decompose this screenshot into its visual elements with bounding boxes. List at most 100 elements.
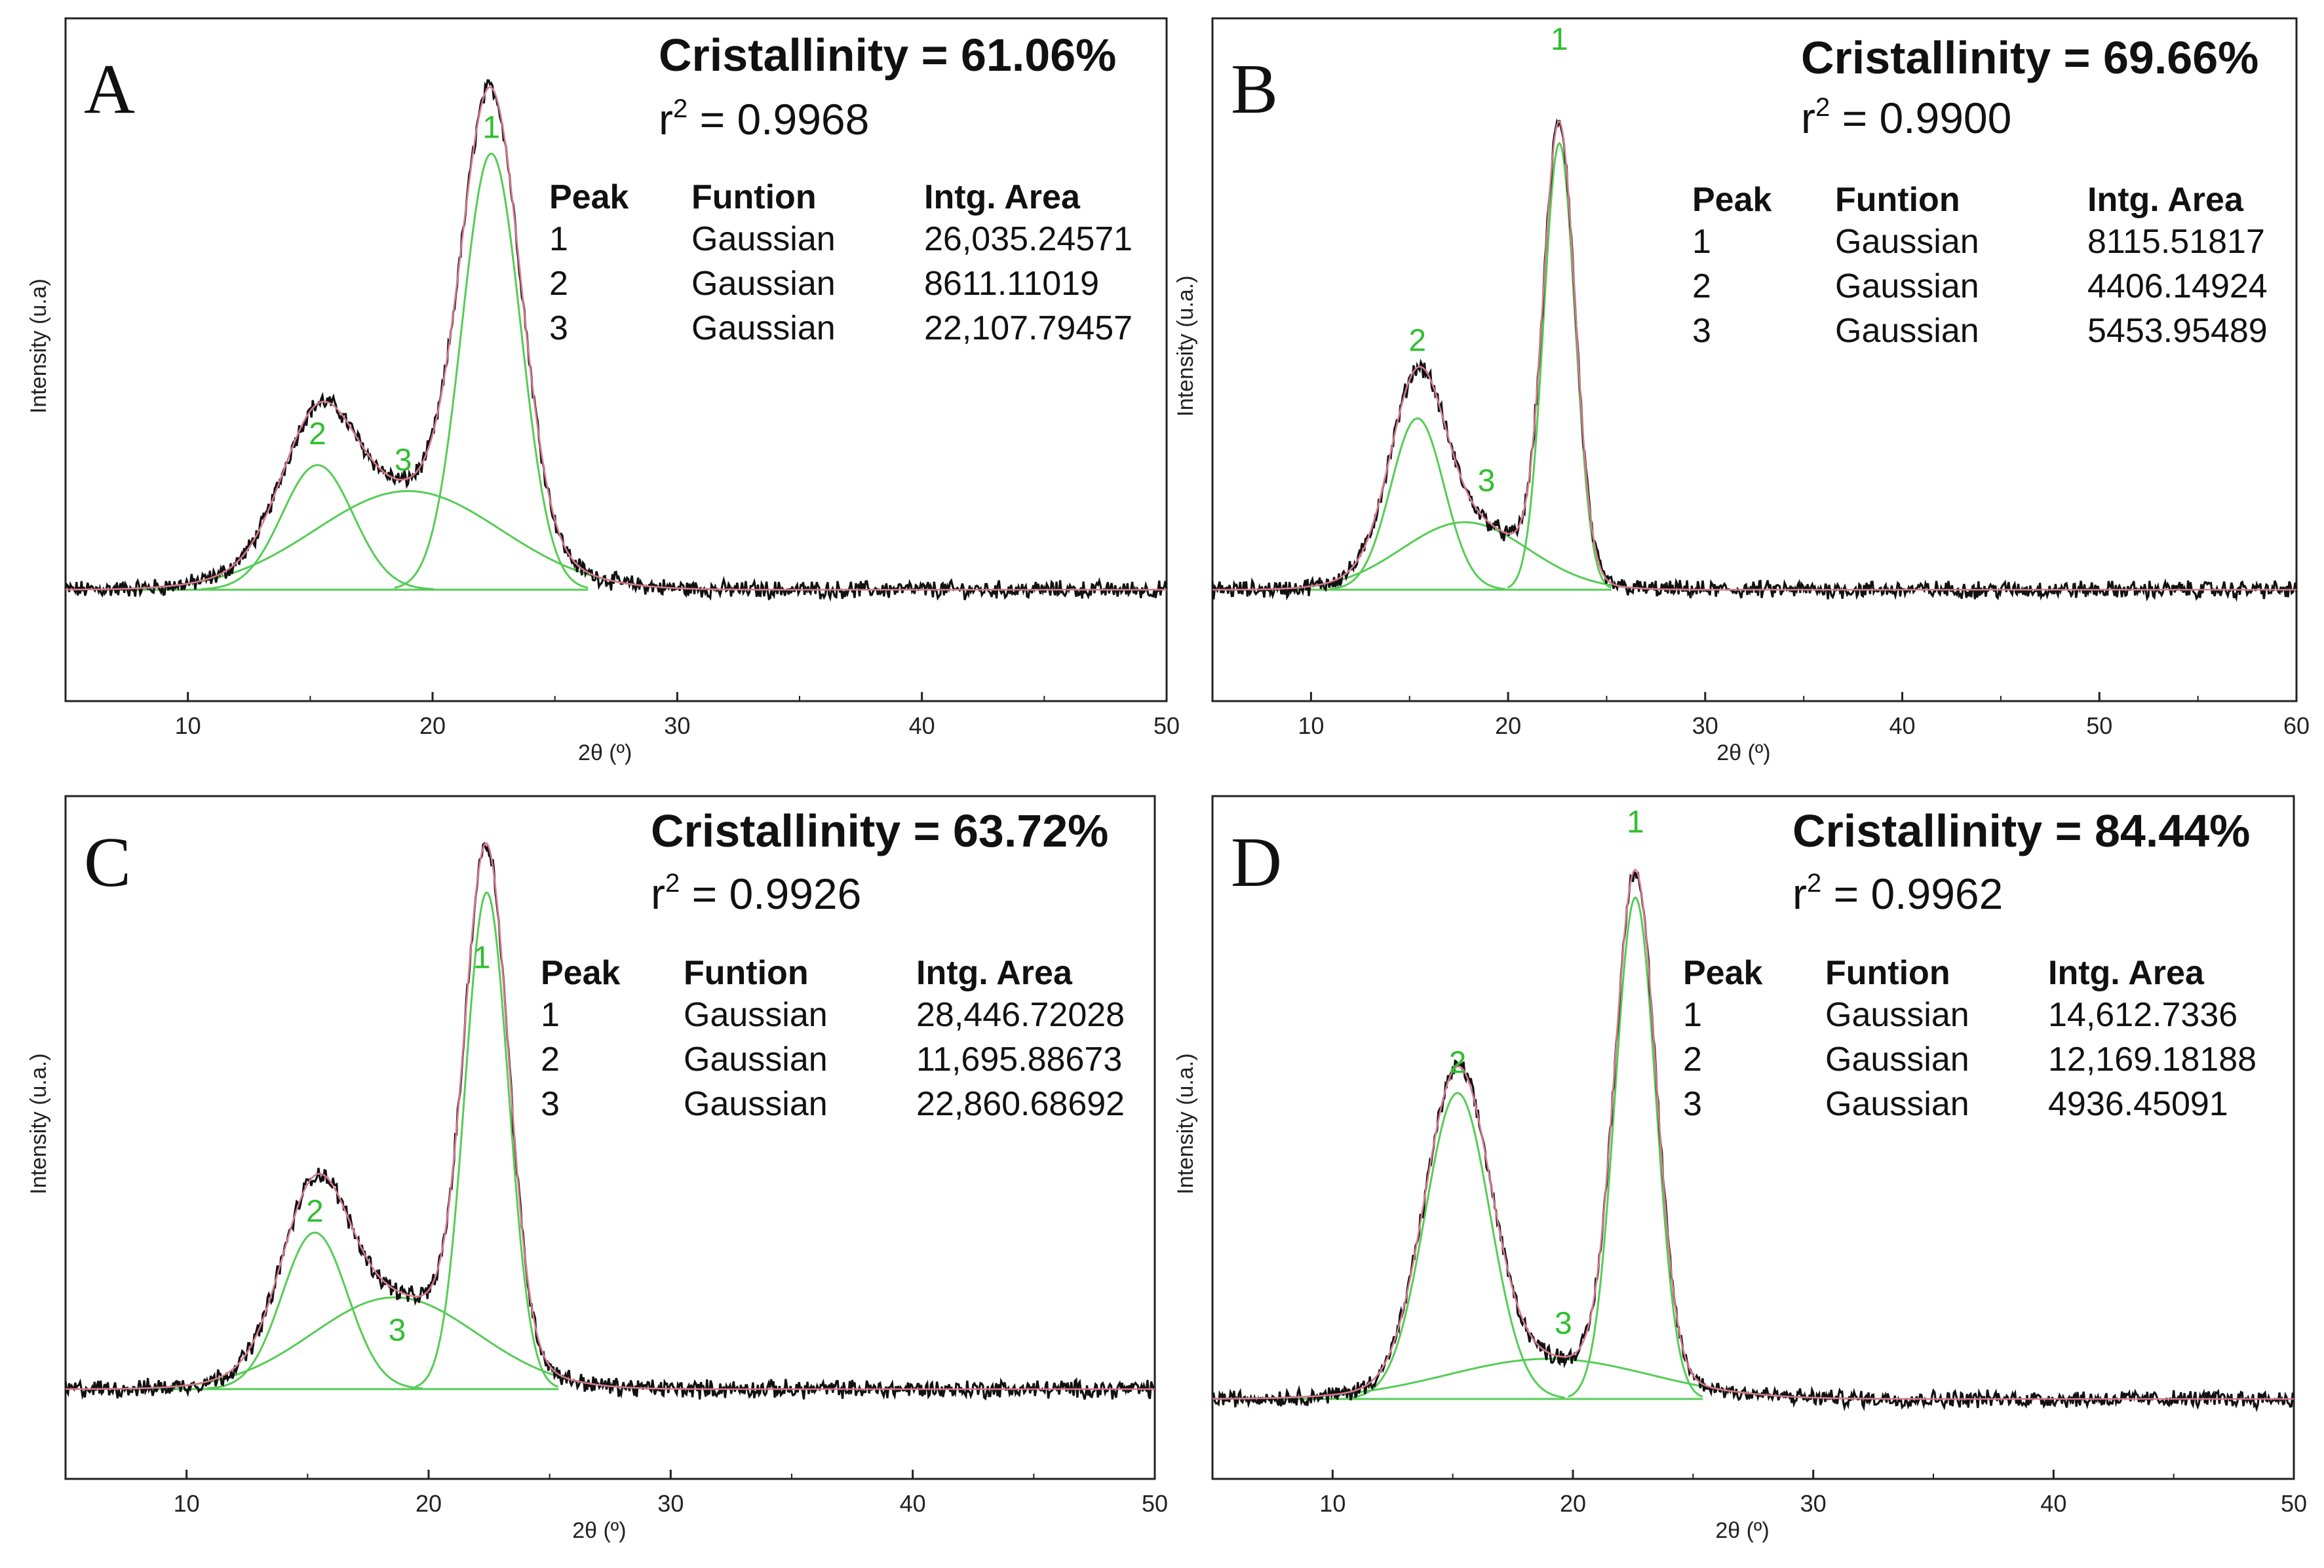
peak-label-1: 1 [482, 111, 500, 145]
table-cell: 11,695.88673 [916, 1041, 1122, 1079]
x-axis-label: 2θ (º) [1716, 740, 1770, 765]
table-cell: Gaussian [684, 1041, 828, 1079]
x-tick-label: 20 [416, 1490, 442, 1517]
plot-frame [1211, 795, 2295, 1480]
table-cell: 3 [1683, 1085, 1702, 1123]
component-peak-1 [1507, 142, 1612, 589]
table-cell: Gaussian [684, 996, 828, 1034]
table-header: Funtion [691, 178, 817, 216]
table-cell: Gaussian [1825, 1041, 1969, 1079]
table-cell: 12,169.18188 [2048, 1041, 2256, 1079]
x-tick-label: 10 [1319, 1490, 1346, 1517]
table-cell: 3 [541, 1085, 560, 1123]
panel-letter: C [84, 824, 131, 902]
table-header: Peak [541, 954, 621, 992]
table-cell: 2 [1683, 1041, 1702, 1079]
table-cell: 1 [1692, 223, 1711, 261]
component-peak-1 [415, 891, 559, 1388]
table-cell: 14,612.7336 [2048, 996, 2237, 1034]
x-tick-label: 50 [2086, 712, 2112, 739]
plot-frame [1211, 17, 2298, 702]
panel-letter: B [1231, 50, 1278, 128]
table-header: Intg. Area [2087, 181, 2244, 219]
table-cell: Gaussian [1835, 312, 1979, 350]
fitted-curve [1212, 868, 2294, 1400]
x-tick-label: 50 [1153, 712, 1180, 739]
x-tick-label: 10 [1298, 712, 1324, 739]
y-axis-label: Intensity (u.a) [26, 278, 51, 413]
table-header: Intg. Area [916, 954, 1073, 992]
x-tick-label: 50 [2281, 1490, 2307, 1517]
table-cell: Gaussian [1835, 267, 1979, 305]
component-peak-3 [102, 489, 714, 590]
table-cell: 22,107.79457 [924, 309, 1133, 347]
peak-label-3: 3 [389, 1313, 406, 1348]
plot-frame [64, 795, 1156, 1480]
component-peak-2 [206, 1231, 423, 1390]
x-tick-label: 40 [909, 712, 935, 739]
fitted-curve [66, 842, 1155, 1390]
peak-label-1: 1 [1627, 805, 1644, 839]
x-tick-label: 20 [1495, 712, 1521, 739]
table-cell: 1 [1683, 996, 1702, 1034]
peak-label-3: 3 [1478, 463, 1496, 498]
table-cell: 2 [541, 1041, 560, 1079]
x-tick-label: 40 [1889, 712, 1916, 739]
table-cell: 26,035.24571 [924, 220, 1133, 258]
fitted-curve [66, 86, 1167, 591]
r-squared: r2 = 0.9900 [1801, 93, 2011, 142]
observed-pattern [1212, 870, 2295, 1413]
table-cell: Gaussian [1835, 223, 1979, 261]
crystallinity-title: Cristallinity = 69.66% [1801, 32, 2258, 83]
table-cell: 22,860.68692 [916, 1085, 1125, 1123]
table-header: Funtion [684, 954, 809, 992]
table-cell: 1 [541, 996, 560, 1034]
x-tick-label: 50 [1142, 1490, 1168, 1517]
peak-label-2: 2 [306, 1195, 324, 1229]
table-header: Peak [1692, 181, 1772, 219]
fitted-curve [1212, 120, 2296, 591]
plot-frame [64, 17, 1168, 702]
table-header: Intg. Area [2048, 954, 2205, 992]
component-peak-1 [394, 152, 589, 589]
table-cell: 8611.11019 [924, 265, 1099, 303]
table-cell: 4406.14924 [2087, 267, 2268, 305]
observed-pattern [1211, 118, 2298, 602]
r-squared: r2 = 0.9962 [1792, 869, 2003, 918]
component-peak-2 [1350, 1092, 1565, 1399]
crystallinity-title: Cristallinity = 84.44% [1792, 805, 2250, 856]
crystallinity-title: Cristallinity = 61.06% [659, 29, 1116, 81]
y-axis-label: Intensity (u.a.) [1173, 1053, 1198, 1194]
table-cell: Gaussian [691, 309, 836, 347]
r-squared: r2 = 0.9968 [659, 94, 869, 143]
peak-label-1: 1 [1551, 22, 1568, 57]
table-cell: 4936.45091 [2048, 1085, 2228, 1123]
x-tick-label: 30 [657, 1490, 684, 1517]
x-tick-label: 30 [1800, 1490, 1827, 1517]
peak-label-1: 1 [473, 940, 491, 975]
table-cell: 3 [549, 309, 568, 347]
peak-label-3: 3 [395, 443, 412, 478]
table-header: Peak [1683, 954, 1763, 992]
peak-label-3: 3 [1555, 1307, 1572, 1341]
x-tick-label: 40 [2040, 1490, 2066, 1517]
x-tick-label: 30 [1692, 712, 1718, 739]
component-peak-1 [1568, 896, 1703, 1398]
panel-letter: D [1231, 824, 1282, 902]
panel-d: 10 20 30 40 50 2θ (º) Intensity (u.a.) 1 2 3 D Cris… [1173, 795, 2307, 1543]
r-squared: r2 = 0.9926 [651, 869, 861, 918]
observed-pattern [64, 79, 1168, 602]
table-cell: Gaussian [684, 1085, 828, 1123]
table-cell: Gaussian [691, 220, 836, 258]
x-tick-label: 40 [900, 1490, 926, 1517]
table-cell: 1 [549, 220, 568, 258]
panel-letter: A [84, 50, 135, 128]
peak-label-2: 2 [309, 417, 326, 451]
table-cell: 5453.95489 [2087, 312, 2268, 350]
panel-c: 10 20 30 40 50 2θ (º) Intensity (u.a.) 1 2 3 C Cris… [26, 795, 1168, 1543]
table-header: Funtion [1825, 954, 1950, 992]
x-tick-label: 20 [419, 712, 446, 739]
table-cell: Gaussian [1825, 996, 1969, 1034]
table-header: Intg. Area [924, 178, 1081, 216]
